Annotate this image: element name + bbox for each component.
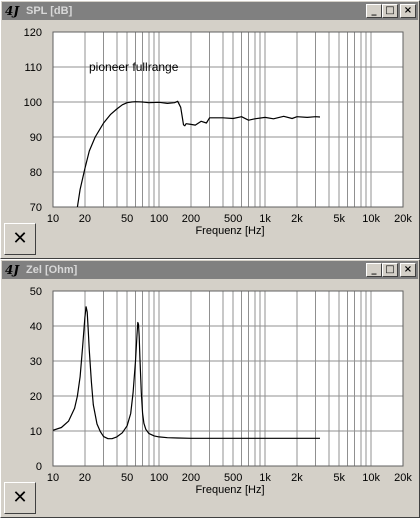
x-tick-label: 50	[121, 472, 133, 484]
close-button[interactable]: ×	[400, 4, 416, 18]
spl-window: 4J SPL [dB] _ □ × 70 80 90 100 110 120 10 20 50 1…	[0, 0, 420, 259]
x-tick-label: 100	[150, 213, 168, 225]
y-tick-label: 90	[30, 132, 42, 144]
x-tick-label: 100	[150, 472, 168, 484]
y-tick-label: 30	[30, 356, 42, 368]
spl-chart: 70 80 90 100 110 120 10 20 50 100 200 500 1k 2k 5k 10k 2…	[24, 27, 413, 237]
x-tick-label: 500	[224, 472, 242, 484]
cross-tool-button[interactable]: ✕	[4, 482, 36, 514]
x-tick-label: 5k	[333, 213, 345, 225]
cross-icon: ✕	[12, 487, 28, 508]
app-logo-icon: 4J	[5, 4, 20, 18]
x-tick-label: 5k	[333, 472, 345, 484]
x-axis-label: Frequenz [Hz]	[195, 225, 264, 237]
y-tick-label: 0	[36, 461, 42, 473]
window-title: Zel [Ohm]	[26, 264, 78, 276]
y-tick-label: 50	[30, 286, 42, 298]
x-tick-label: 50	[121, 213, 133, 225]
series-line	[76, 100, 321, 207]
x-tick-label: 20k	[394, 472, 412, 484]
maximize-button[interactable]: □	[382, 263, 398, 277]
x-tick-label: 1k	[259, 213, 271, 225]
cross-icon: ✕	[12, 228, 28, 249]
plot-frame	[52, 290, 404, 467]
window-controls: _ □ ×	[366, 263, 416, 277]
app-logo-icon: 4J	[5, 263, 20, 277]
x-tick-label: 2k	[291, 213, 303, 225]
y-tick-label: 120	[24, 27, 42, 39]
x-tick-label: 200	[182, 213, 200, 225]
impedance-chart: 0 10 20 30 40 50 10 20 50 100 200 500 1k 2k 5k 10k 20k Fr…	[30, 286, 413, 496]
close-button[interactable]: ×	[400, 263, 416, 277]
x-tick-label: 20	[79, 472, 91, 484]
x-tick-label: 2k	[291, 472, 303, 484]
x-tick-label: 500	[224, 213, 242, 225]
y-tick-label: 100	[24, 97, 42, 109]
plot-background	[53, 32, 403, 207]
maximize-button[interactable]: □	[382, 4, 398, 18]
x-axis-label: Frequenz [Hz]	[195, 484, 264, 496]
spl-titlebar[interactable]: 4J SPL [dB] _ □ ×	[2, 2, 418, 20]
x-tick-label: 10	[47, 472, 59, 484]
chart-annotation: pioneer fullrange	[89, 60, 179, 74]
plot-frame	[52, 31, 404, 208]
y-tick-label: 80	[30, 167, 42, 179]
x-tick-label: 20	[79, 213, 91, 225]
window-title: SPL [dB]	[26, 5, 73, 17]
plot-background	[53, 291, 403, 466]
x-tick-label: 200	[182, 472, 200, 484]
y-tick-label: 10	[30, 426, 42, 438]
x-tick-label: 10	[47, 213, 59, 225]
y-tick-label: 110	[24, 62, 42, 74]
y-tick-label: 40	[30, 321, 42, 333]
minimize-button[interactable]: _	[366, 4, 382, 18]
minimize-button[interactable]: _	[366, 263, 382, 277]
series-line	[53, 306, 320, 440]
x-tick-label: 10k	[362, 213, 380, 225]
impedance-window: 4J Zel [Ohm] _ □ × 0 10 20 30 40 50 10 20 50 100 2…	[0, 259, 420, 518]
impedance-titlebar[interactable]: 4J Zel [Ohm] _ □ ×	[2, 261, 418, 279]
cross-tool-button[interactable]: ✕	[4, 223, 36, 255]
window-controls: _ □ ×	[366, 4, 416, 18]
y-tick-label: 70	[30, 202, 42, 214]
x-tick-label: 1k	[259, 472, 271, 484]
x-tick-label: 20k	[394, 213, 412, 225]
x-tick-label: 10k	[362, 472, 380, 484]
y-tick-label: 20	[30, 391, 42, 403]
